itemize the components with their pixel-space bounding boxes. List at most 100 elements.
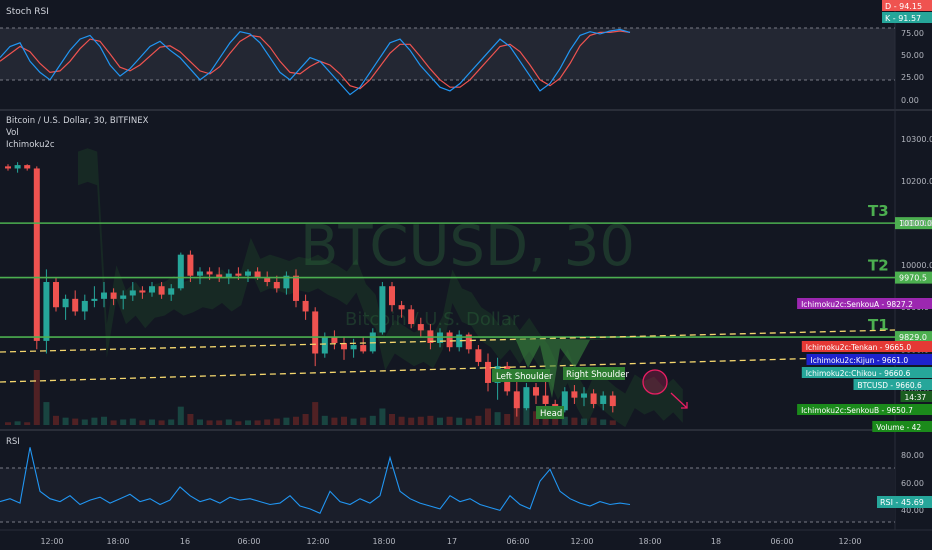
head-label-box bbox=[536, 406, 564, 419]
candle-body bbox=[43, 282, 50, 341]
volume-bar bbox=[408, 417, 415, 425]
candle-body bbox=[581, 393, 587, 398]
projection-circle bbox=[642, 369, 668, 395]
price-badge-text: Volume - 42 bbox=[876, 423, 921, 432]
volume-bar bbox=[485, 408, 491, 425]
candle-body bbox=[360, 345, 367, 352]
price-badge bbox=[797, 298, 932, 309]
volume-bar bbox=[312, 402, 319, 425]
candle-body bbox=[398, 305, 405, 310]
volume-bar bbox=[427, 415, 434, 425]
rsi-badge bbox=[877, 496, 932, 508]
candle-body bbox=[120, 295, 127, 299]
volume-bar bbox=[475, 415, 482, 425]
stoch-d-badge bbox=[882, 0, 932, 11]
time-axis-label: 18:00 bbox=[106, 537, 129, 546]
candle-body bbox=[609, 395, 616, 407]
candle-body bbox=[72, 298, 79, 312]
volume-bar bbox=[245, 420, 251, 425]
time-axis-label: 18:00 bbox=[372, 537, 395, 546]
candle-body bbox=[177, 254, 184, 289]
price-badge-text: BTCUSD - 9660.6 bbox=[858, 381, 922, 390]
volume-bar bbox=[53, 415, 59, 425]
price-badge-text: Ichimoku2c:Kijun - 9661.0 bbox=[811, 356, 909, 365]
candle-body bbox=[475, 349, 482, 362]
time-axis-label: 18 bbox=[711, 537, 721, 546]
volume-bar bbox=[264, 419, 271, 425]
watermark-symbol: BTCUSD, 30 bbox=[300, 214, 635, 279]
candle-body bbox=[533, 387, 539, 396]
time-axis-label: 12:00 bbox=[570, 537, 593, 546]
time-axis-label: 12:00 bbox=[40, 537, 63, 546]
candle-body bbox=[513, 391, 520, 409]
volume-bar bbox=[542, 414, 549, 425]
volume-bar bbox=[437, 417, 443, 425]
price-badge bbox=[900, 391, 932, 402]
target-label-t2: T2 bbox=[868, 257, 889, 275]
volume-bar bbox=[456, 417, 463, 425]
candle-body bbox=[206, 271, 213, 275]
volume-bar bbox=[129, 418, 136, 425]
time-axis-label: 06:00 bbox=[237, 537, 260, 546]
head-label: Head bbox=[540, 409, 562, 419]
price-axis-badges: Ichimoku2c:SenkouA - 9827.2 Ichimoku2c:Te… bbox=[797, 298, 932, 432]
volume-bar bbox=[465, 418, 472, 425]
stoch-k-badge bbox=[882, 12, 932, 23]
target-badge-text-t1: 9829.0 bbox=[899, 333, 927, 342]
volume-bar bbox=[561, 416, 568, 425]
volume-bar bbox=[43, 402, 50, 425]
volume-bar bbox=[5, 422, 11, 425]
stoch-band bbox=[0, 28, 895, 80]
candle-body bbox=[81, 300, 88, 312]
price-badge bbox=[801, 367, 932, 378]
vol-label: Vol bbox=[6, 128, 19, 138]
projection-arrow bbox=[670, 392, 688, 409]
candle-body bbox=[264, 277, 271, 283]
candle-body bbox=[168, 288, 175, 295]
volume-bar bbox=[504, 414, 511, 425]
price-tick-label: 10100.0 bbox=[901, 219, 932, 228]
volume-bar bbox=[369, 415, 376, 425]
volume-bar bbox=[62, 417, 69, 425]
head-shoulders-pattern bbox=[515, 338, 612, 398]
volume-bar bbox=[24, 422, 31, 425]
candle-body bbox=[14, 165, 21, 169]
price-badge bbox=[853, 379, 932, 390]
candle-body bbox=[62, 298, 69, 308]
volume-bar bbox=[235, 421, 242, 425]
rsi-tick-40: 40.00 bbox=[901, 506, 924, 515]
candle-body bbox=[341, 342, 347, 350]
target-badge-text-t2: 9970.5 bbox=[899, 274, 927, 283]
rsi-tick-60: 60.00 bbox=[901, 479, 924, 488]
volume-bar bbox=[225, 419, 232, 425]
volume-bar bbox=[446, 416, 453, 425]
volume-bar bbox=[552, 415, 559, 425]
volume-bar bbox=[187, 414, 194, 425]
volume-bar bbox=[571, 417, 578, 425]
volume-bar bbox=[600, 419, 607, 425]
candle-body bbox=[5, 166, 11, 169]
volume-bar bbox=[110, 420, 117, 425]
rsi-band bbox=[0, 468, 895, 522]
volume-bar bbox=[197, 419, 203, 425]
price-tick-label: 10000.0 bbox=[901, 261, 932, 270]
price-badge-text: Ichimoku2c:SenkouA - 9827.2 bbox=[801, 300, 913, 309]
stoch-k-badge-text: K - 91.57 bbox=[885, 14, 921, 23]
volume-bar bbox=[81, 419, 88, 425]
volume-bar bbox=[33, 370, 40, 425]
price-badge bbox=[806, 354, 932, 365]
volume-bar bbox=[101, 416, 107, 425]
rsi-tick-80: 80.00 bbox=[901, 451, 924, 460]
candle-body bbox=[216, 274, 223, 278]
candle-body bbox=[139, 290, 146, 293]
time-axis-label: 16 bbox=[180, 537, 190, 546]
projection-arrowhead bbox=[681, 402, 688, 409]
volume-bar bbox=[139, 420, 146, 425]
volume-bar bbox=[581, 418, 587, 425]
candle-body bbox=[321, 336, 328, 354]
candle-body bbox=[225, 273, 232, 278]
volume-bar bbox=[72, 418, 79, 425]
ichimoku-cloud bbox=[78, 148, 683, 428]
target-lines: T3 10100.0 T2 9970.5 T1 9829.0 bbox=[0, 202, 932, 344]
